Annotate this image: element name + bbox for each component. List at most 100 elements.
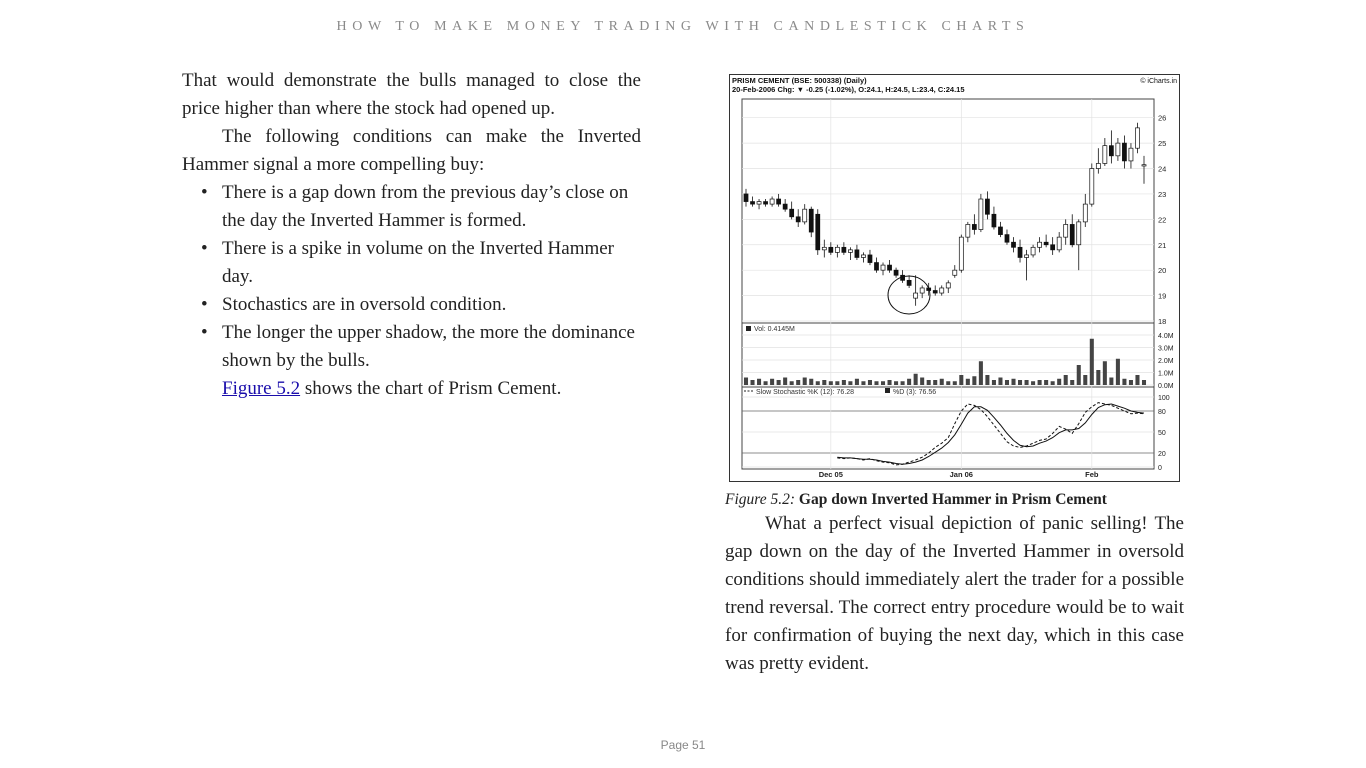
candle-body — [978, 198, 984, 230]
caption-label: Figure 5.2: — [725, 491, 796, 508]
volume-bar — [776, 380, 781, 385]
price-tick-label: 24 — [1158, 165, 1166, 174]
candle-body — [1063, 224, 1069, 238]
volume-bar — [770, 378, 775, 385]
candle-body — [834, 246, 840, 253]
volume-bar — [1050, 381, 1055, 385]
candle-body — [880, 264, 886, 271]
figure-reference-text: shows the chart of Prism Cement. — [300, 378, 562, 399]
candle-body — [1069, 224, 1075, 246]
candle-body — [965, 224, 971, 238]
candle-body — [932, 290, 938, 294]
candle-body — [776, 198, 781, 205]
volume-bar — [822, 380, 827, 385]
volume-bar — [750, 380, 755, 385]
candle-body — [808, 208, 814, 233]
volume-bar — [952, 381, 957, 385]
volume-bar — [894, 381, 899, 385]
candle-body — [1017, 246, 1023, 258]
candle-body — [1115, 142, 1121, 157]
price-tick-label: 19 — [1158, 292, 1166, 301]
candle-body — [1122, 142, 1127, 162]
date-tick-label: Jan 06 — [950, 470, 973, 479]
candle-body — [848, 249, 853, 253]
volume-bar — [1024, 380, 1029, 385]
volume-tick-label: 4.0M — [1158, 333, 1174, 340]
volume-bar — [1044, 380, 1049, 385]
volume-bar — [1102, 361, 1107, 385]
date-tick-label: Dec 05 — [819, 470, 843, 479]
candle-body — [998, 226, 1003, 235]
volume-bar — [920, 377, 925, 385]
stochastic-panel-frame — [741, 386, 1155, 470]
volume-bar — [841, 380, 846, 385]
volume-bar — [1031, 381, 1036, 385]
chart-header-title: PRISM CEMENT (BSE: 500338) (Daily) — [732, 76, 867, 85]
paragraph-3: What a perfect visual depiction of panic… — [725, 513, 1184, 674]
volume-bar — [757, 378, 762, 385]
candle-body — [1089, 168, 1095, 205]
volume-tick-label: 2.0M — [1158, 358, 1174, 365]
candle-body — [893, 269, 899, 276]
caption-text: Gap down Inverted Hammer in Prism Cement — [798, 491, 1107, 508]
volume-bar — [1135, 375, 1140, 385]
figure-link[interactable]: Figure 5.2 — [222, 378, 301, 399]
candle-body — [1056, 236, 1062, 251]
volume-bar — [1011, 378, 1016, 385]
candlestick-chart: PRISM CEMENT (BSE: 500338) (Daily) 20-Fe… — [732, 76, 1177, 479]
candle-body — [952, 269, 958, 276]
candle-body — [867, 254, 873, 263]
candle-body — [782, 203, 788, 210]
volume-bar — [815, 381, 820, 385]
volume-bar — [1037, 380, 1042, 385]
list-item: There is a gap down from the previous da… — [201, 179, 641, 235]
candle-body — [913, 292, 919, 299]
candle-body — [1095, 163, 1101, 169]
volume-legend: Vol: 0.4145M — [754, 326, 795, 333]
candle-body — [1109, 145, 1114, 157]
volume-bar — [991, 380, 996, 385]
volume-bar — [802, 377, 807, 385]
volume-bar — [933, 380, 938, 385]
volume-bar — [1122, 378, 1127, 385]
candle-body — [1082, 203, 1088, 223]
running-head: HOW TO MAKE MONEY TRADING WITH CANDLESTI… — [336, 19, 1030, 34]
candle-body — [939, 287, 945, 294]
conditions-list: There is a gap down from the previous da… — [182, 179, 641, 375]
paragraph-1: That would demonstrate the bulls managed… — [182, 70, 641, 119]
candle-body — [841, 246, 847, 253]
left-column: That would demonstrate the bulls managed… — [182, 67, 641, 403]
candle-body — [919, 287, 925, 294]
volume-bar — [1004, 380, 1010, 385]
candle-body — [861, 254, 866, 258]
price-tick-label: 20 — [1158, 266, 1166, 275]
candle-body — [750, 201, 755, 205]
figure-chart: PRISM CEMENT (BSE: 500338) (Daily) 20-Fe… — [729, 74, 1180, 482]
volume-bar — [978, 361, 983, 385]
candle-body — [854, 249, 860, 258]
volume-bar — [828, 381, 833, 385]
candle-body — [991, 213, 997, 228]
volume-bar — [763, 381, 768, 385]
price-tick-label: 22 — [1158, 215, 1166, 224]
volume-bar — [874, 381, 879, 385]
candle-body — [1141, 164, 1147, 167]
candle-body — [1004, 234, 1010, 243]
volume-bar — [998, 377, 1003, 385]
candle-body — [789, 208, 795, 218]
volume-legend-marker — [746, 326, 751, 331]
candle-body — [906, 279, 912, 286]
stoch-d-line — [837, 403, 1145, 465]
candle-body — [769, 198, 775, 205]
volume-bar — [867, 380, 872, 385]
right-column: What a perfect visual depiction of panic… — [725, 510, 1184, 678]
volume-bar — [965, 378, 970, 385]
volume-bar — [861, 381, 866, 385]
volume-bar — [809, 378, 814, 385]
candle-body — [756, 201, 762, 205]
candle-body — [821, 246, 827, 251]
volume-bar — [1089, 338, 1094, 385]
volume-bar — [1096, 370, 1101, 385]
candle-body — [971, 224, 977, 230]
inverted-hammer-highlight — [887, 275, 931, 315]
